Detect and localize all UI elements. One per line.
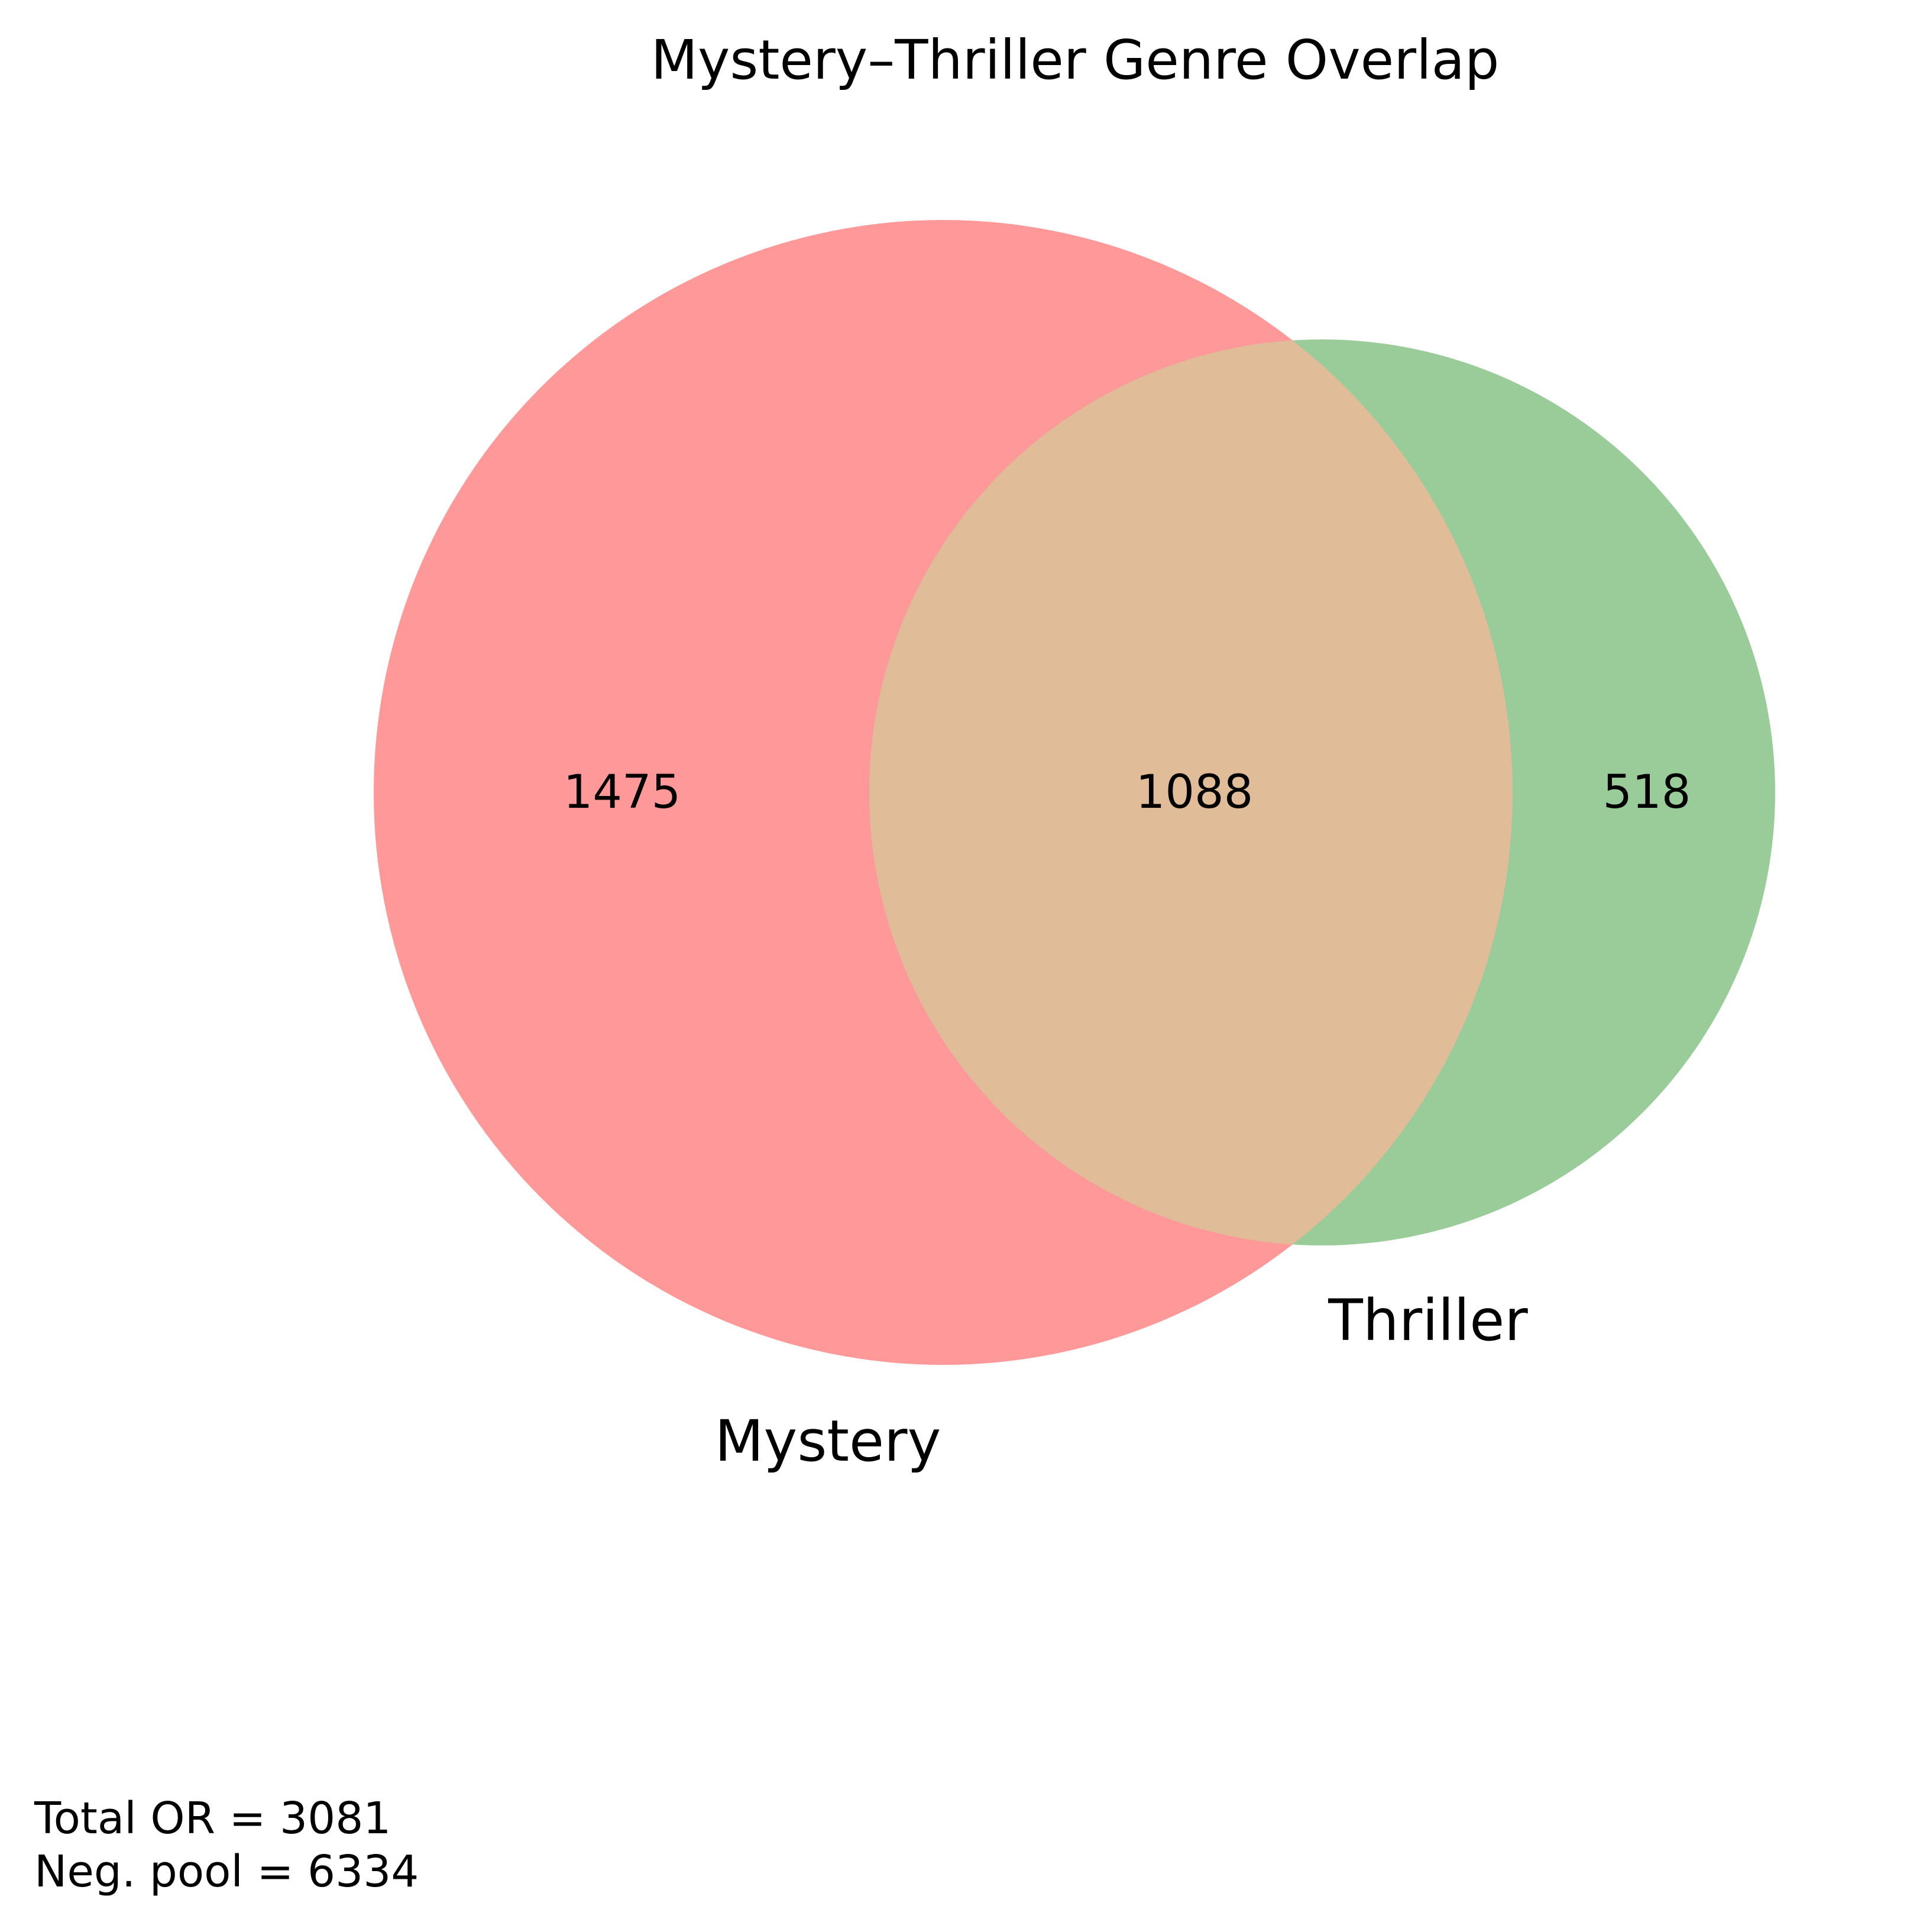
overlap-count: 1088 bbox=[1136, 766, 1254, 819]
thriller-label: Thriller bbox=[1328, 1287, 1528, 1354]
chart-title: Mystery–Thriller Genre Overlap bbox=[651, 28, 1500, 92]
total-or-note: Total OR = 3081 bbox=[34, 1793, 391, 1844]
neg-pool-note: Neg. pool = 6334 bbox=[34, 1846, 419, 1897]
overlap-region bbox=[869, 339, 1513, 1245]
thriller-only-count: 518 bbox=[1603, 766, 1691, 819]
mystery-only-count: 1475 bbox=[564, 766, 681, 819]
mystery-label: Mystery bbox=[715, 1408, 941, 1474]
